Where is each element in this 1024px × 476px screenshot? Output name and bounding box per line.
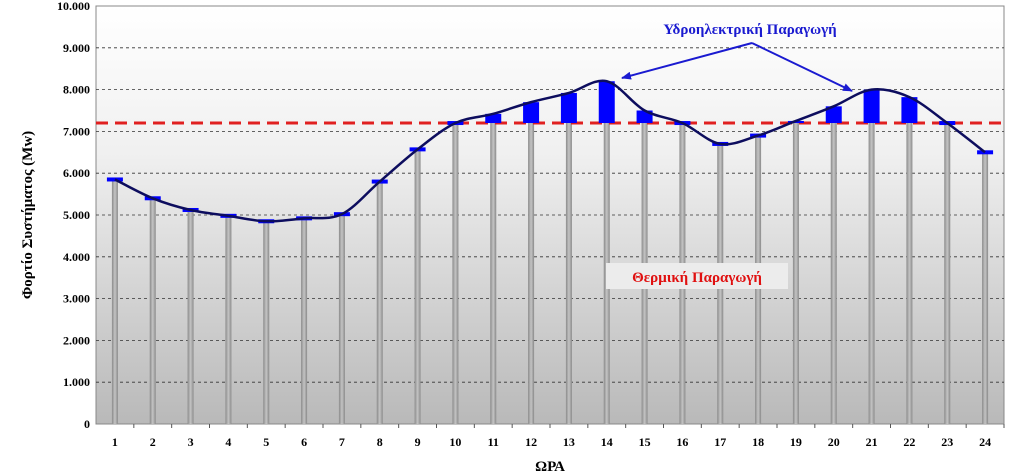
x-tick-label: 4 [225, 435, 231, 449]
thermal-bar [830, 123, 837, 424]
y-tick-label: 2.000 [63, 333, 90, 347]
hydro-bar [485, 113, 502, 124]
hydro-bar [523, 102, 540, 124]
x-tick-label: 3 [188, 435, 194, 449]
y-tick-label: 10.000 [57, 0, 90, 13]
x-tick-label: 24 [979, 435, 991, 449]
thermal-bar [944, 123, 951, 424]
thermal-bars [111, 123, 989, 425]
x-tick-label: 10 [449, 435, 461, 449]
thermal-annotation-box [606, 263, 788, 289]
y-tick-label: 8.000 [63, 83, 90, 97]
thermal-bar [338, 214, 345, 424]
x-tick-label: 14 [601, 435, 613, 449]
x-tick-label: 6 [301, 435, 307, 449]
thermal-bar [792, 123, 799, 424]
x-tick-label: 15 [639, 435, 651, 449]
thermal-bar [906, 123, 913, 424]
x-tick-label: 7 [339, 435, 345, 449]
thermal-bar [414, 149, 421, 424]
x-tick-label: 2 [150, 435, 156, 449]
thermal-bar [490, 123, 497, 424]
x-tick-label: 13 [563, 435, 575, 449]
hydro-bar [598, 81, 615, 124]
thermal-bar [263, 221, 270, 424]
thermal-annotation: Θερμική Παραγωγή [632, 270, 762, 286]
y-axis-title: Φορτίο Συστήματος (Mw) [20, 131, 36, 299]
y-tick-label: 4.000 [63, 250, 90, 264]
y-tick-label: 9.000 [63, 41, 90, 55]
hydro-arrow-right [751, 42, 853, 92]
x-axis-title: ΩΡΑ [535, 459, 565, 475]
hydro-bar [560, 92, 577, 124]
x-axis-ticks: 1 2 3 4 5 6 7 8 9 10 11 12 13 14 15 16 17 18 19 20 21 22 23 24 [112, 424, 1005, 449]
thermal-bar [376, 181, 383, 424]
thermal-bar [187, 209, 194, 424]
thermal-bar [301, 218, 308, 424]
y-tick-label: 1.000 [63, 375, 90, 389]
x-tick-label: 19 [790, 435, 802, 449]
x-tick-label: 9 [415, 435, 421, 449]
y-tick-label: 3.000 [63, 292, 90, 306]
x-tick-label: 8 [377, 435, 383, 449]
x-tick-label: 18 [752, 435, 764, 449]
x-tick-label: 16 [676, 435, 688, 449]
x-tick-label: 5 [263, 435, 269, 449]
hydro-bar [863, 89, 880, 124]
x-tick-label: 22 [903, 435, 915, 449]
y-tick-label: 6.000 [63, 166, 90, 180]
hydro-annotation: Υδροηλεκτρική Παραγωγή [663, 22, 836, 38]
load-curve [114, 79, 986, 223]
thermal-bar [565, 123, 572, 424]
thermal-bar [111, 179, 118, 424]
thermal-bar [225, 215, 232, 424]
thermal-bar [982, 152, 989, 425]
thermal-bar [528, 123, 535, 424]
thermal-bar [452, 123, 459, 424]
x-tick-label: 23 [941, 435, 953, 449]
y-axis-ticks: 0 1.000 2.000 3.000 4.000 5.000 6.000 7.000 8.00… [57, 0, 90, 431]
x-tick-label: 17 [714, 435, 726, 449]
hydro-arrow-left [621, 42, 753, 80]
x-tick-label: 11 [488, 435, 499, 449]
y-tick-label: 7.000 [63, 124, 90, 138]
hydro-bar [901, 97, 918, 124]
hydro-bar [825, 106, 842, 124]
y-tick-label: 0 [84, 417, 90, 431]
thermal-bar [149, 198, 156, 424]
x-tick-label: 1 [112, 435, 118, 449]
y-tick-label: 5.000 [63, 208, 90, 222]
gridlines [96, 47, 1004, 383]
x-tick-label: 12 [525, 435, 537, 449]
x-tick-label: 21 [866, 435, 878, 449]
thermal-bar [868, 123, 875, 424]
x-tick-label: 20 [828, 435, 840, 449]
